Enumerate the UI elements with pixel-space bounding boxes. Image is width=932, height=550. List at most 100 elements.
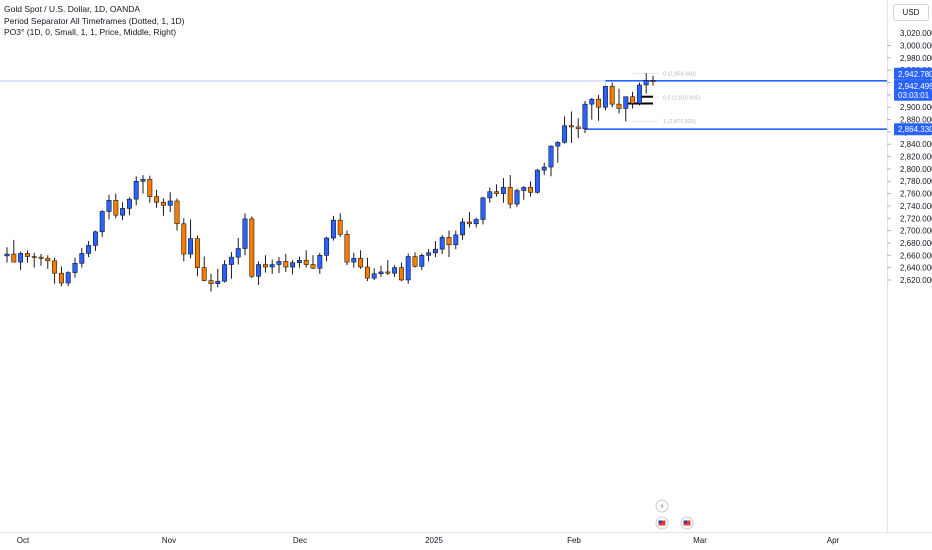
- candle-body-down: [262, 264, 268, 268]
- y-tick-label: 2,800.000: [900, 165, 932, 174]
- us-flag-event-icon[interactable]: [680, 516, 694, 530]
- candle-body-up: [296, 259, 302, 263]
- candle-body-down: [303, 259, 309, 265]
- candle-body-down: [45, 258, 51, 262]
- y-tick-label: 2,720.000: [900, 214, 932, 223]
- candle-body-up: [636, 84, 642, 104]
- candle-body-down: [385, 271, 391, 274]
- candle: [643, 73, 649, 94]
- candle-body-down: [174, 200, 180, 225]
- candle: [38, 254, 44, 266]
- candle-body-up: [290, 262, 296, 268]
- events-layer[interactable]: ⚡: [655, 499, 694, 530]
- candle: [290, 260, 296, 275]
- candle-body-down: [160, 201, 166, 206]
- candle-body-down: [398, 267, 404, 281]
- y-tick-label: 2,780.000: [900, 177, 932, 186]
- levels-layer: 0 (2,954.940) 0.5 (2,915.905) 1 (2,877.320…: [0, 71, 887, 131]
- candle: [269, 259, 275, 274]
- lightning-event-icon[interactable]: ⚡: [655, 499, 669, 513]
- candle: [453, 230, 459, 250]
- candle-body-down: [609, 85, 615, 105]
- candle: [45, 255, 51, 269]
- candle-body-down: [446, 237, 452, 246]
- candle-body-up: [140, 179, 146, 182]
- candle: [364, 257, 370, 282]
- us-flag-event-icon[interactable]: [655, 516, 669, 530]
- candle-body-up: [453, 234, 459, 246]
- currency-button[interactable]: USD: [893, 4, 929, 21]
- candle: [528, 181, 534, 197]
- candle: [623, 96, 629, 122]
- candle-body-down: [249, 218, 255, 277]
- candle-body-up: [514, 190, 520, 205]
- x-tick-label-2025: 2025: [425, 536, 443, 545]
- candle-body-up: [215, 280, 221, 284]
- indicator-period-separator[interactable]: Period Separator All Timeframes (Dotted,…: [4, 15, 185, 26]
- candle-body-up: [439, 237, 445, 250]
- candle: [160, 198, 166, 216]
- candle-body-up: [72, 263, 78, 273]
- candle-body-up: [582, 103, 588, 130]
- candle-body-up: [126, 198, 132, 209]
- price-tag: 03:03:01: [894, 90, 932, 101]
- candle: [79, 247, 85, 268]
- candle: [167, 192, 173, 213]
- candle-body-down: [630, 96, 636, 104]
- candle-body-down: [494, 191, 500, 194]
- candle-body-down: [283, 261, 289, 268]
- candle: [371, 268, 377, 280]
- candle-body-up: [330, 219, 336, 239]
- grid-layer: [0, 0, 932, 533]
- candle: [65, 271, 71, 287]
- symbol-title[interactable]: Gold Spot / U.S. Dollar, 1D, OANDA: [4, 4, 141, 14]
- candle-body-down: [58, 272, 64, 284]
- candle-body-down: [412, 256, 418, 267]
- indicator-po3[interactable]: PO3° (1D, 0, Small, 1, 1, Price, Middle,…: [4, 27, 177, 37]
- candle: [72, 257, 78, 278]
- x-tick-label-dec: Dec: [293, 536, 307, 545]
- candle-body-up: [188, 238, 194, 255]
- candle: [4, 247, 10, 263]
- x-tick-label-apr: Apr: [827, 536, 840, 545]
- candle-body-up: [324, 237, 330, 256]
- candle: [548, 145, 554, 177]
- candle-body-up: [534, 169, 540, 193]
- candle-body-up: [4, 253, 10, 257]
- candle: [507, 175, 513, 209]
- candle-body-up: [99, 211, 105, 233]
- y-tick-label: 2,980.000: [900, 54, 932, 63]
- candle: [426, 249, 432, 262]
- price-tag-label: 2,942.495: [898, 82, 932, 91]
- price-axis[interactable]: 3,000.0002,980.0002,960.0002,940.0002,92…: [887, 29, 932, 285]
- time-axis[interactable]: Oct Nov Dec 2025 Feb Mar Apr: [17, 536, 840, 545]
- candle: [466, 212, 472, 228]
- candle: [283, 254, 289, 272]
- candle: [555, 141, 561, 163]
- flag-canton: [658, 520, 662, 524]
- candle-body-up: [480, 197, 486, 220]
- candle: [188, 219, 194, 259]
- candle-body-up: [228, 256, 234, 265]
- price-tag-bg: [894, 79, 932, 92]
- candle-body-up: [405, 256, 411, 281]
- candle-body-down: [113, 200, 119, 216]
- candle-body-up: [79, 253, 85, 264]
- candle-body-down: [52, 260, 58, 274]
- candle-body-down: [358, 258, 364, 268]
- candle-body-down: [194, 238, 200, 268]
- candle-body-up: [317, 255, 323, 269]
- candle-body-up: [65, 272, 71, 284]
- candle-body-up: [86, 245, 92, 254]
- candle: [480, 196, 486, 225]
- y-tick-label: 2,680.000: [900, 239, 932, 248]
- candle: [147, 175, 153, 203]
- candle-body-up: [623, 96, 629, 109]
- candle-body-up: [521, 187, 527, 191]
- candle: [405, 253, 411, 284]
- candle: [228, 252, 234, 279]
- x-tick-label-mar: Mar: [693, 536, 707, 545]
- candle-body-up: [555, 142, 561, 147]
